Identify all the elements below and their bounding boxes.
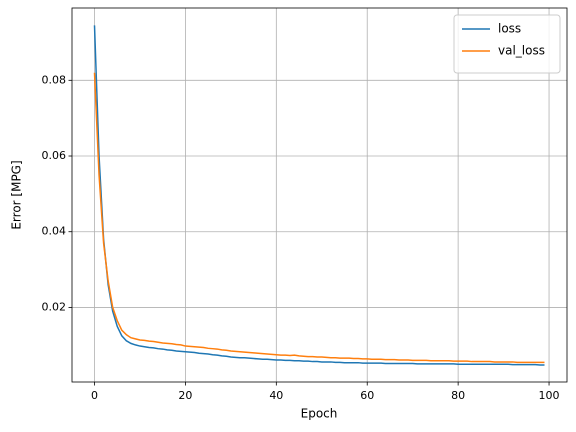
plot-frame — [71, 7, 568, 383]
x-tick-label: 40 — [269, 389, 283, 402]
x-tick-label: 20 — [178, 389, 192, 402]
x-axis-label: Epoch — [301, 407, 338, 421]
y-axis-label: Error [MPG] — [10, 160, 24, 229]
y-tick-label: 0.04 — [42, 225, 67, 238]
y-tick-label: 0.06 — [42, 149, 67, 162]
y-tick-label: 0.02 — [42, 300, 67, 313]
line-series — [93, 25, 545, 366]
legend-label: val_loss — [498, 44, 545, 58]
x-tick-label: 60 — [360, 389, 374, 402]
y-tick-label: 0.08 — [42, 73, 67, 86]
legend-label: loss — [498, 22, 521, 36]
line-series — [93, 72, 545, 364]
x-tick-label: 100 — [539, 389, 560, 402]
x-tick-label: 80 — [451, 389, 465, 402]
x-tick-label: 0 — [91, 389, 98, 402]
